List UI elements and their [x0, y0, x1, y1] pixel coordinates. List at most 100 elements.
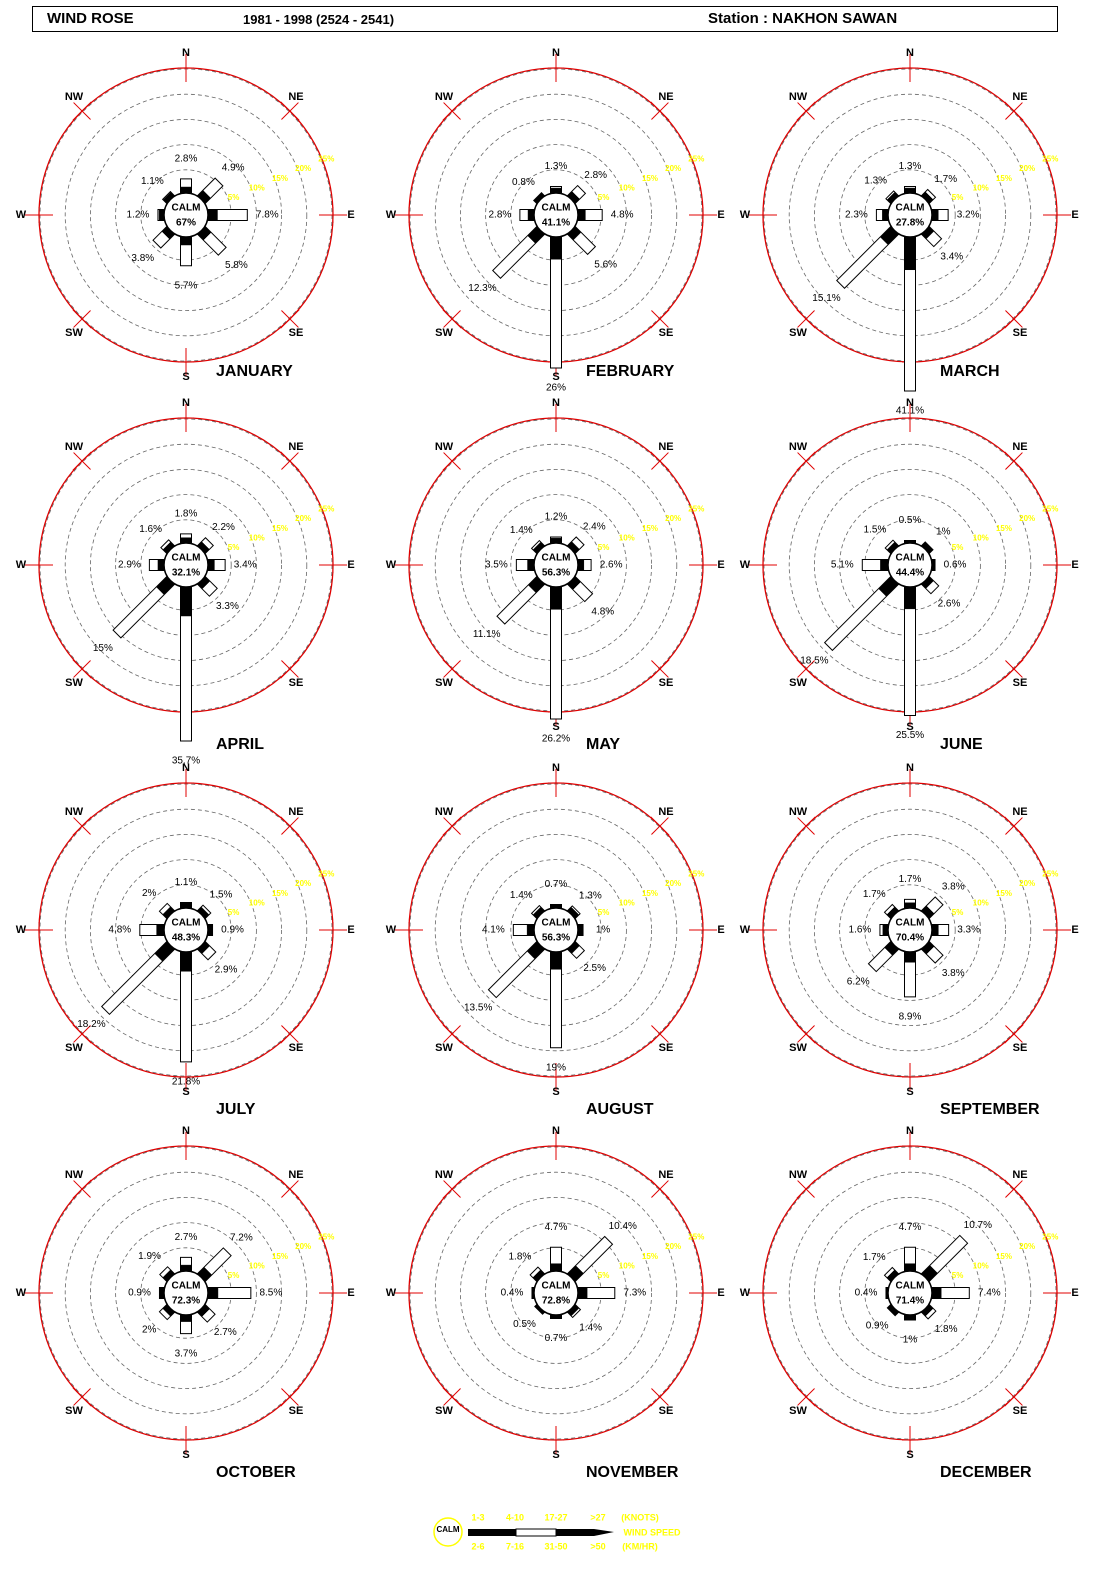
value-label-ne: 1%	[936, 526, 951, 537]
direction-label-ne: NE	[288, 1169, 303, 1181]
direction-label-sw: SW	[435, 327, 453, 339]
direction-label-ne: NE	[658, 1169, 673, 1181]
diag-tick-radial	[443, 1388, 461, 1406]
diag-tick-radial	[651, 660, 669, 678]
legend-calm-text: CALM	[436, 1525, 459, 1534]
value-label-s: 8.9%	[899, 1011, 922, 1022]
value-label-w: 2.3%	[845, 210, 868, 221]
dashed-ring	[814, 834, 1007, 1027]
ring-label: 5%	[598, 1271, 610, 1280]
value-label-sw: 18.2%	[77, 1019, 105, 1030]
calm-value: 67%	[176, 218, 196, 229]
bar-inner-s	[904, 236, 916, 271]
value-label-se: 5.6%	[594, 259, 617, 270]
direction-label-w: W	[740, 559, 751, 571]
calm-circle	[163, 542, 209, 588]
value-label-sw: 0.9%	[866, 1321, 889, 1332]
direction-label-se: SE	[659, 677, 674, 689]
value-label-s: 21.8%	[172, 1077, 200, 1088]
value-label-s: 3.7%	[175, 1348, 198, 1359]
dashed-ring	[485, 1222, 627, 1364]
month-label: OCTOBER	[216, 1464, 296, 1481]
month-label: SEPTEMBER	[940, 1101, 1040, 1118]
value-label-e: 1%	[596, 925, 611, 936]
direction-label-n: N	[552, 397, 560, 409]
diag-tick-radial	[281, 102, 299, 120]
value-label-n: 0.7%	[545, 879, 568, 890]
ring-label: 10%	[973, 533, 989, 542]
direction-label-ne: NE	[1012, 1169, 1027, 1181]
direction-label-n: N	[906, 762, 914, 774]
legend-calm-circle	[433, 1517, 463, 1547]
value-label-n: 2.7%	[175, 1232, 198, 1243]
value-label-n: 4.7%	[899, 1222, 922, 1233]
direction-label-w: W	[386, 209, 397, 221]
bar-inner-w	[882, 209, 889, 221]
value-label-ne: 2.8%	[584, 170, 607, 181]
ring-label: 5%	[228, 193, 240, 202]
bar-inner-e	[577, 559, 585, 571]
value-label-e: 3.2%	[957, 210, 980, 221]
value-label-nw: 1.4%	[510, 525, 533, 536]
direction-label-ne: NE	[658, 441, 673, 453]
value-label-e: 7.3%	[623, 1288, 646, 1299]
calm-value: 71.4%	[896, 1296, 924, 1307]
rose-january: NESWNESESWNW5%10%15%20%25%2.8%4.9%7.8%5.…	[16, 47, 355, 383]
value-label-sw: 13.5%	[464, 1002, 492, 1013]
direction-label-n: N	[182, 762, 190, 774]
value-label-n: 4.7%	[545, 1222, 568, 1233]
ring-label: 5%	[598, 908, 610, 917]
value-label-s: 5.7%	[175, 280, 198, 291]
value-label-w: 1.6%	[849, 925, 872, 936]
legend-bottom-range: 31-50	[544, 1541, 567, 1551]
bar-inner-s	[180, 236, 192, 246]
value-label-se: 5.8%	[225, 260, 248, 271]
diag-tick-radial	[651, 452, 669, 470]
value-label-nw: 1.1%	[141, 176, 164, 187]
direction-label-sw: SW	[65, 1042, 83, 1054]
bar-inner-e	[577, 1287, 588, 1299]
value-label-ne: 10.4%	[609, 1221, 637, 1232]
bar-inner-e	[207, 559, 215, 571]
direction-label-n: N	[552, 47, 560, 59]
direction-label-sw: SW	[435, 1042, 453, 1054]
direction-label-s: S	[182, 371, 189, 383]
diag-tick-radial	[443, 1180, 461, 1198]
direction-label-n: N	[182, 1125, 190, 1137]
value-label-sw: 6.2%	[847, 976, 870, 987]
bar-inner-e	[931, 924, 939, 936]
diag-tick-radial	[1005, 102, 1023, 120]
dashed-ring	[839, 1222, 981, 1364]
dashed-ring	[485, 494, 627, 636]
direction-label-sw: SW	[435, 677, 453, 689]
legend-bottom-range: >50	[590, 1541, 605, 1551]
diag-tick-radial	[443, 817, 461, 835]
bar-inner-w	[527, 209, 535, 221]
diag-tick-radial	[651, 310, 669, 328]
direction-label-w: W	[16, 1287, 27, 1299]
value-label-w: 0.4%	[501, 1288, 524, 1299]
ring-label: 10%	[249, 1261, 265, 1270]
bar-inner-n	[904, 902, 916, 909]
value-label-w: 0.4%	[855, 1288, 878, 1299]
value-label-s: 26%	[546, 383, 566, 394]
direction-label-ne: NE	[1012, 806, 1027, 818]
bar-inner-n	[180, 186, 192, 194]
ring-label: 10%	[249, 898, 265, 907]
calm-value: 72.3%	[172, 1296, 200, 1307]
direction-label-s: S	[552, 1449, 559, 1461]
diag-tick-radial	[73, 1388, 91, 1406]
bar-inner-w	[527, 559, 535, 571]
value-label-nw: 1.7%	[863, 1252, 886, 1263]
value-label-e: 7.8%	[256, 210, 279, 221]
direction-label-se: SE	[289, 327, 304, 339]
period-label: 1981 - 1998 (2524 - 2541)	[243, 12, 395, 27]
direction-label-nw: NW	[65, 1169, 84, 1181]
direction-label-se: SE	[1013, 327, 1028, 339]
value-label-nw: 1.4%	[510, 890, 533, 901]
dashed-ring	[839, 859, 981, 1001]
diag-tick-radial	[73, 452, 91, 470]
calm-circle	[887, 192, 933, 238]
ring-label: 20%	[295, 1242, 311, 1251]
direction-label-w: W	[740, 209, 751, 221]
